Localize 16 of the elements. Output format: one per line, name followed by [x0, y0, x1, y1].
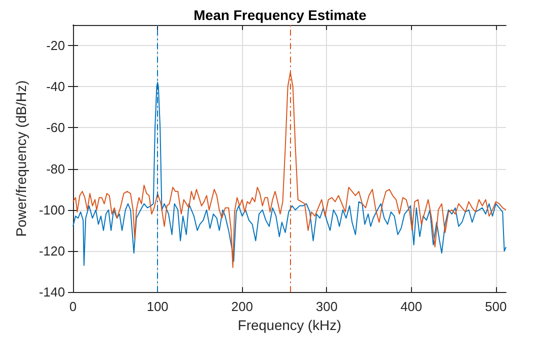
- x-tick-label: 100: [146, 299, 168, 314]
- x-axis-title: Frequency (kHz): [238, 317, 342, 333]
- y-tick-label: -140: [38, 284, 65, 300]
- x-tick-label: 0: [69, 299, 77, 314]
- y-tick-label: -80: [46, 161, 65, 176]
- x-tick-label: 200: [231, 299, 253, 314]
- y-axis-title: Power/frequency (dB/Hz): [13, 80, 30, 237]
- x-tick-label: 400: [400, 299, 422, 314]
- x-tick-label: 300: [316, 299, 338, 314]
- x-tick-label: 500: [485, 299, 507, 314]
- y-tick-label: -20: [46, 38, 65, 54]
- y-tick-label: -120: [38, 244, 65, 259]
- y-tick-label: -60: [46, 120, 65, 136]
- y-tick-label: -100: [38, 202, 65, 218]
- y-tick-label: -40: [46, 79, 65, 94]
- chart-title: Mean Frequency Estimate: [194, 7, 367, 23]
